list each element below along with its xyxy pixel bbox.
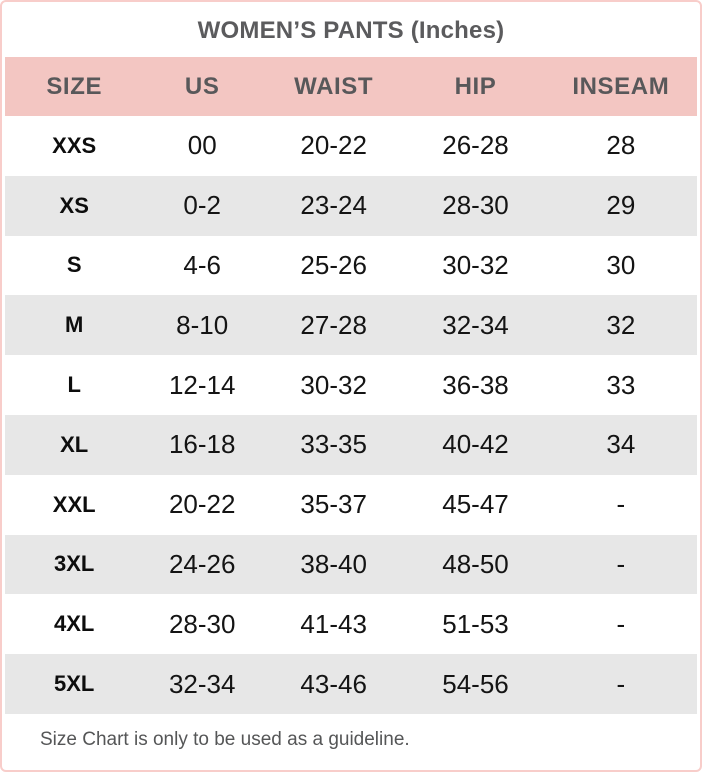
size-cell: XXL (52, 491, 96, 517)
size-cell: L (67, 372, 81, 398)
waist-cell: 20-22 (300, 130, 367, 161)
size-cell: XS (59, 192, 89, 218)
us-cell: 0-2 (183, 190, 221, 221)
column-header-size: SIZE (46, 72, 103, 100)
inseam-cell: - (616, 668, 626, 699)
waist-cell: 41-43 (300, 608, 367, 639)
waist-cell: 30-32 (300, 369, 367, 400)
table-row-5xl: 5XL 32-34 43-46 54-56 - (5, 654, 697, 714)
table-row-xl: XL 16-18 33-35 40-42 34 (5, 414, 697, 475)
guideline-note: Size Chart is only to be used as a guide… (40, 729, 410, 751)
column-header-waist: WAIST (294, 72, 374, 100)
waist-cell: 27-28 (300, 309, 367, 340)
hip-cell: 54-56 (442, 668, 509, 699)
size-cell: M (65, 312, 84, 338)
waist-cell: 25-26 (300, 249, 367, 280)
inseam-cell: - (616, 548, 626, 579)
us-cell: 4-6 (183, 249, 221, 280)
table-row-m: M 8-10 27-28 32-34 32 (5, 295, 697, 356)
inseam-cell: 33 (606, 369, 636, 400)
hip-cell: 36-38 (442, 369, 509, 400)
us-cell: 28-30 (168, 608, 236, 639)
size-cell: 4XL (54, 611, 95, 637)
inseam-cell: - (616, 489, 626, 520)
size-cell: XL (60, 431, 89, 457)
table-row-3xl: 3XL 24-26 38-40 48-50 - (5, 534, 697, 595)
hip-cell: 48-50 (442, 548, 509, 579)
inseam-cell: 32 (606, 309, 636, 340)
table-row-xxl: XXL 20-22 35-37 45-47 - (5, 475, 697, 535)
inseam-cell: 28 (606, 130, 636, 161)
hip-cell: 40-42 (442, 429, 509, 460)
hip-cell: 30-32 (442, 249, 509, 280)
us-cell: 32-34 (168, 668, 236, 699)
inseam-cell: 30 (606, 249, 636, 280)
size-cell: XXS (52, 132, 97, 158)
us-cell: 8-10 (176, 309, 229, 340)
column-header-hip: HIP (454, 72, 497, 100)
waist-cell: 38-40 (300, 548, 367, 579)
hip-cell: 28-30 (442, 190, 509, 221)
us-cell: 12-14 (168, 369, 236, 400)
us-cell: 24-26 (168, 548, 236, 579)
table-row-xs: XS 0-2 23-24 28-30 29 (5, 175, 697, 236)
hip-cell: 45-47 (442, 489, 509, 520)
waist-cell: 33-35 (300, 429, 367, 460)
hip-cell: 51-53 (442, 608, 509, 639)
table-row-4xl: 4XL 28-30 41-43 51-53 - (5, 594, 697, 654)
us-cell: 00 (187, 130, 217, 161)
chart-title: WOMEN’S PANTS (Inches) (197, 17, 505, 44)
hip-cell: 26-28 (442, 130, 509, 161)
size-cell: S (66, 252, 82, 278)
table-row-s: S 4-6 25-26 30-32 30 (5, 236, 697, 296)
waist-cell: 43-46 (300, 668, 367, 699)
inseam-cell: 29 (606, 190, 636, 221)
waist-cell: 23-24 (300, 190, 367, 221)
table-row-xxs: XXS 00 20-22 26-28 28 (5, 116, 697, 176)
us-cell: 20-22 (168, 489, 236, 520)
us-cell: 16-18 (168, 429, 236, 460)
waist-cell: 35-37 (300, 489, 367, 520)
inseam-cell: - (616, 608, 626, 639)
column-header-inseam: INSEAM (572, 72, 670, 100)
hip-cell: 32-34 (442, 309, 509, 340)
table-header-row: SIZE US WAIST HIP INSEAM (5, 57, 697, 116)
inseam-cell: 34 (606, 429, 636, 460)
column-header-us: US (184, 72, 220, 100)
size-cell: 5XL (54, 671, 95, 697)
size-cell: 3XL (54, 551, 95, 577)
table-row-l: L 12-14 30-32 36-38 33 (5, 355, 697, 415)
